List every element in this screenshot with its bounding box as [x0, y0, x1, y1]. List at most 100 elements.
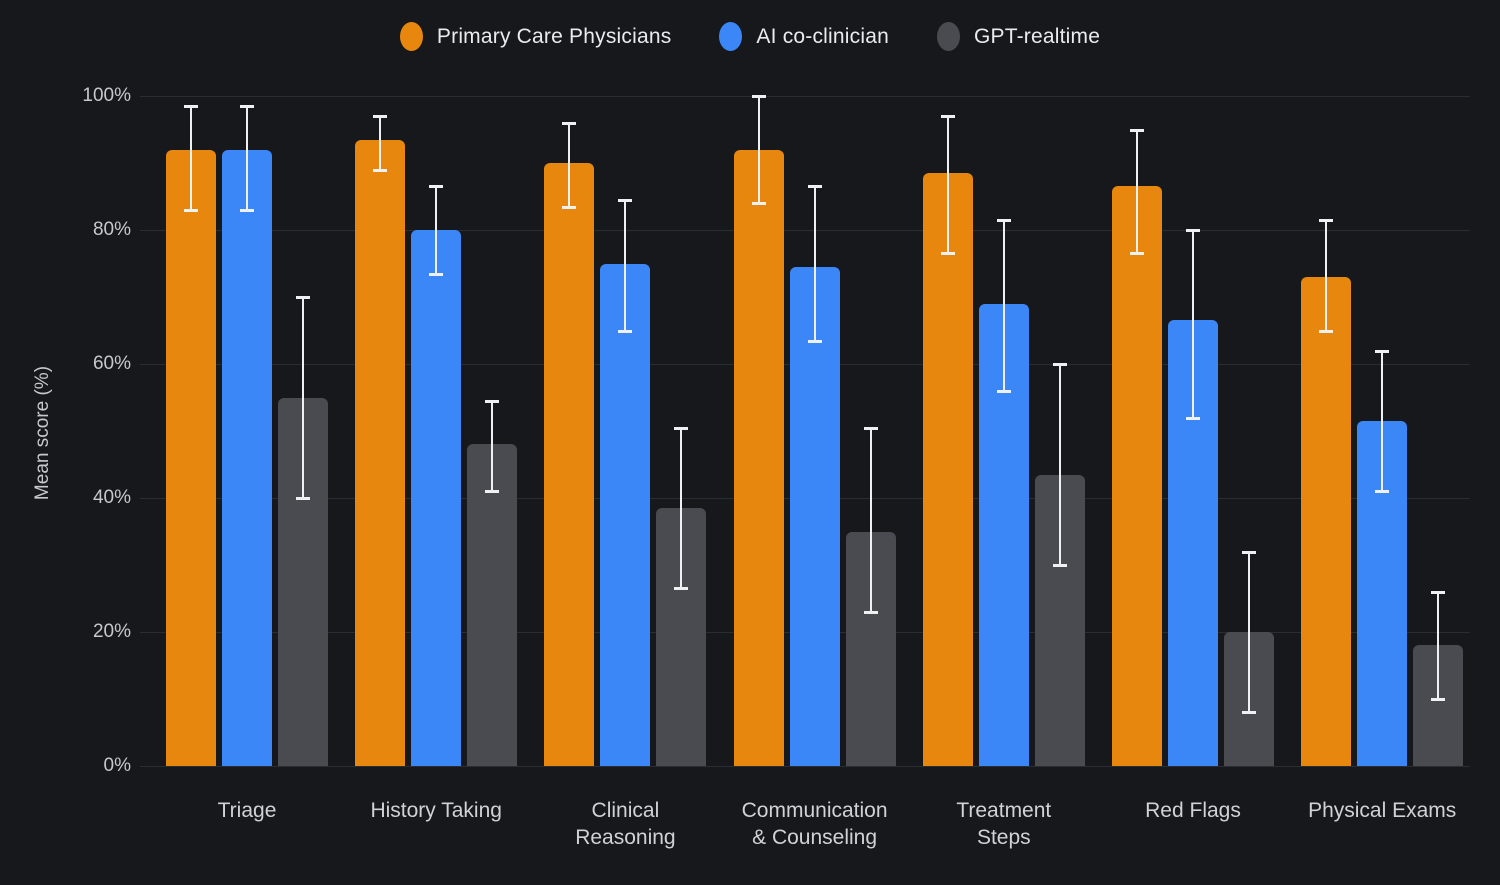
error-bar [1381, 350, 1384, 492]
x-axis-label: Red Flags [1145, 799, 1241, 822]
error-bar [680, 427, 683, 589]
error-bar-cap [1186, 229, 1200, 232]
error-bar [568, 122, 571, 207]
bar [166, 149, 216, 766]
error-bar-cap [996, 218, 1011, 222]
bar [411, 230, 462, 766]
x-axis-label: Physical Exams [1308, 799, 1457, 822]
error-bar-cap [751, 202, 766, 206]
bar [733, 149, 784, 766]
bar [467, 444, 518, 766]
error-bar-cap [1375, 349, 1390, 353]
x-axis-label: Communication & Counseling [741, 799, 888, 849]
error-bar [435, 186, 438, 274]
y-axis-tick-label: 0% [103, 755, 131, 776]
legend-item: Primary Care Physicians [399, 22, 672, 51]
gridline [140, 96, 1470, 97]
bar [355, 139, 406, 766]
error-bar-cap [240, 208, 254, 212]
error-bar [491, 400, 494, 492]
error-bar-cap [1319, 218, 1334, 222]
error-bar-cap [184, 105, 198, 109]
legend-swatch-icon [399, 22, 423, 51]
bar [1112, 186, 1162, 766]
error-bar-cap [562, 205, 577, 209]
error-bar-cap [1052, 363, 1067, 366]
error-bar [869, 427, 872, 612]
error-bar-cap [485, 399, 500, 403]
y-axis-tick-label: 80% [92, 219, 131, 240]
error-bar [1002, 219, 1005, 391]
legend-item: GPT-realtime [936, 22, 1101, 51]
error-bar-cap [562, 121, 577, 125]
error-bar-cap [618, 329, 633, 333]
error-bar [190, 106, 192, 210]
error-bar-cap [429, 272, 444, 276]
error-bar [1248, 551, 1250, 713]
error-bar-cap [184, 208, 198, 212]
error-bar-cap [373, 115, 388, 119]
error-bar-cap [1431, 698, 1446, 701]
error-bar-cap [618, 198, 633, 202]
error-bar-cap [240, 105, 254, 109]
error-bar [624, 199, 627, 331]
error-bar-cap [485, 490, 500, 494]
error-bar-cap [1186, 416, 1200, 420]
error-bar [302, 297, 304, 498]
error-bar-cap [674, 587, 689, 591]
error-bar-cap [296, 497, 310, 500]
bar [789, 266, 840, 766]
error-bar [1437, 591, 1440, 699]
error-bar-cap [1052, 564, 1067, 567]
legend-item: AI co-clinician [719, 22, 889, 51]
y-axis-tick-label: 100% [82, 85, 131, 106]
error-bar-cap [1242, 550, 1256, 554]
legend-label: Primary Care Physicians [436, 24, 672, 48]
error-bar-cap [940, 252, 955, 256]
error-bar-cap [996, 389, 1011, 393]
error-bar [1192, 230, 1194, 418]
error-bar [946, 116, 949, 254]
bar [600, 263, 651, 766]
error-bar-cap [1130, 252, 1144, 256]
error-bar-cap [807, 185, 822, 189]
error-bar [246, 106, 248, 210]
legend-swatch-icon [936, 22, 960, 51]
error-bar-cap [1375, 490, 1390, 494]
error-bar [1136, 129, 1138, 254]
legend-label: GPT-realtime [973, 24, 1101, 48]
error-bar-cap [863, 610, 878, 614]
error-bar [813, 186, 816, 341]
error-bar-cap [940, 115, 955, 119]
gridline [140, 766, 1470, 767]
error-bar-cap [1431, 590, 1446, 594]
chart-legend: Primary Care Physicians AI co-clinician GP… [0, 22, 1500, 51]
error-bar-cap [1242, 711, 1256, 715]
x-axis-label: Treatment Steps [956, 799, 1052, 849]
bar [922, 173, 973, 766]
x-axis-label: History Taking [370, 799, 502, 822]
y-axis-tick-label: 20% [92, 621, 131, 642]
error-bar-cap [296, 296, 310, 299]
error-bar-cap [1319, 329, 1334, 333]
x-axis-label: Clinical Reasoning [575, 799, 676, 849]
error-bar [757, 96, 760, 204]
error-bar-cap [373, 168, 388, 172]
y-axis-tick-label: 40% [92, 487, 131, 508]
x-axis-label: Triage [217, 799, 277, 822]
bar [1301, 276, 1352, 766]
error-bar [1325, 219, 1328, 331]
error-bar [379, 116, 382, 170]
error-bar [1058, 364, 1061, 565]
error-bar-cap [429, 185, 444, 189]
error-bar-cap [807, 339, 822, 343]
legend-swatch-icon [719, 22, 743, 51]
error-bar-cap [1130, 128, 1144, 132]
legend-label: AI co-clinician [756, 24, 889, 48]
gridline [140, 230, 1470, 231]
error-bar-cap [674, 426, 689, 430]
y-axis-tick-label: 60% [92, 353, 131, 374]
error-bar-cap [751, 95, 766, 98]
bar [222, 149, 272, 766]
